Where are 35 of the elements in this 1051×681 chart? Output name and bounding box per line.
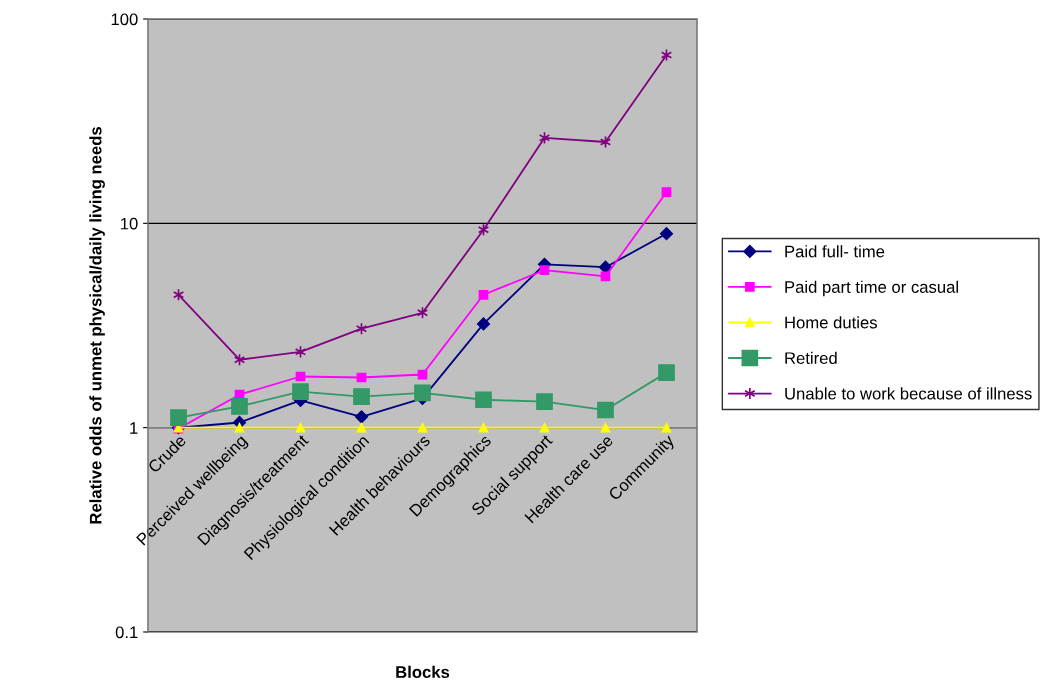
point — [539, 265, 550, 276]
point — [476, 317, 491, 331]
point — [354, 410, 369, 424]
point — [414, 384, 431, 402]
legend-label: Retired — [785, 351, 837, 365]
point — [539, 422, 550, 433]
y-tick-label: 1 — [130, 422, 138, 434]
point — [356, 422, 367, 433]
y-tick-label: 10 — [121, 217, 138, 230]
point — [478, 289, 489, 300]
point — [231, 398, 248, 415]
legend-label: Paid part time or casual — [785, 280, 958, 297]
point — [478, 422, 489, 433]
x-axis-title: Blocks — [396, 665, 450, 678]
legend-label: Home duties — [785, 316, 877, 329]
point — [659, 227, 674, 241]
y-axis-title: Relative odds of unmet physical/daily living needs — [89, 127, 105, 524]
point — [475, 391, 492, 409]
point — [170, 409, 187, 426]
point — [661, 187, 672, 198]
point — [661, 422, 672, 433]
point — [600, 422, 611, 433]
y-tick-label: 100 — [111, 13, 138, 26]
point — [295, 422, 306, 433]
point — [597, 401, 614, 419]
point — [536, 393, 553, 411]
legend-label: Paid full- time — [785, 245, 885, 258]
point — [417, 422, 428, 433]
point — [234, 422, 245, 433]
y-tick-label: 0.1 — [115, 626, 138, 639]
point — [292, 383, 309, 401]
point — [353, 388, 370, 405]
point — [658, 364, 675, 381]
point — [598, 260, 613, 274]
legend-label: Unable to work because of illness — [785, 387, 1032, 400]
